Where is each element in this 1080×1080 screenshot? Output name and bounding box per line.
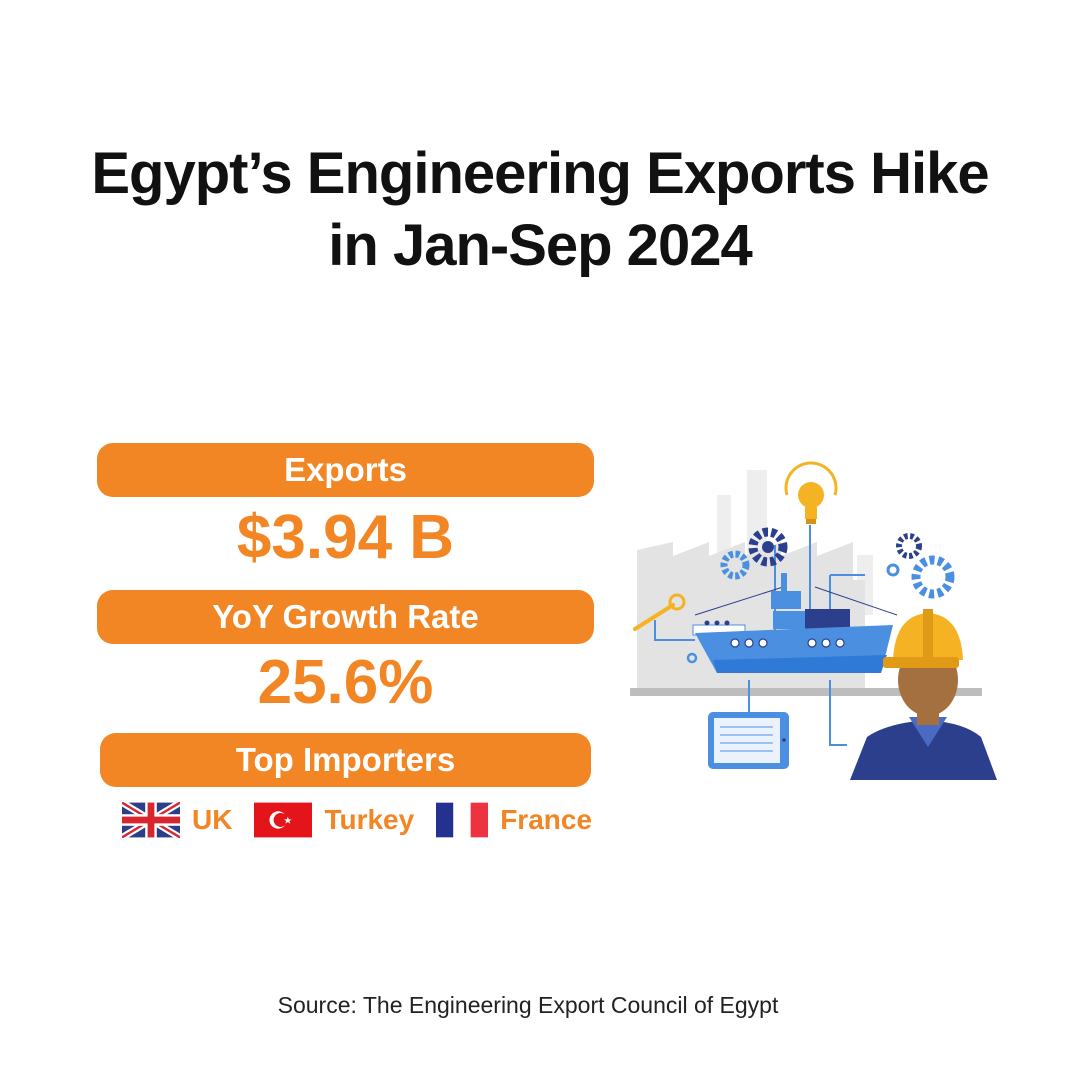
worker-icon	[850, 609, 997, 780]
importers-list: UK Turkey France	[122, 800, 614, 840]
engineering-illustration	[630, 461, 997, 780]
growth-value: 25.6%	[257, 648, 434, 717]
cargo-ship-icon	[692, 573, 898, 673]
importer-uk: UK	[122, 802, 232, 838]
france-flag-icon	[436, 802, 489, 838]
exports-value: $3.94 B	[236, 503, 455, 572]
exports-label-pill: Exports	[97, 443, 594, 497]
title-line-1: Egypt’s Engineering Exports Hike	[91, 141, 989, 206]
importer-name: France	[500, 804, 593, 835]
importer-france: France	[436, 802, 592, 838]
turkey-flag-icon	[254, 802, 313, 838]
importer-turkey: Turkey	[254, 802, 414, 838]
page-title: Egypt’s Engineering Exports Hike in Jan-…	[40, 138, 1040, 282]
title-line-2: in Jan-Sep 2024	[328, 213, 752, 278]
importer-name: Turkey	[324, 804, 415, 835]
gear-icon	[686, 527, 955, 664]
uk-flag-icon	[122, 802, 180, 838]
light-bulb-icon	[784, 461, 838, 524]
wrench-icon	[633, 593, 686, 631]
tablet-icon	[708, 712, 789, 769]
growth-label-pill: YoY Growth Rate	[97, 590, 594, 644]
importers-label-pill: Top Importers	[100, 733, 591, 787]
importer-name: UK	[192, 804, 233, 835]
source-note: Source: The Engineering Export Council o…	[277, 992, 779, 1018]
